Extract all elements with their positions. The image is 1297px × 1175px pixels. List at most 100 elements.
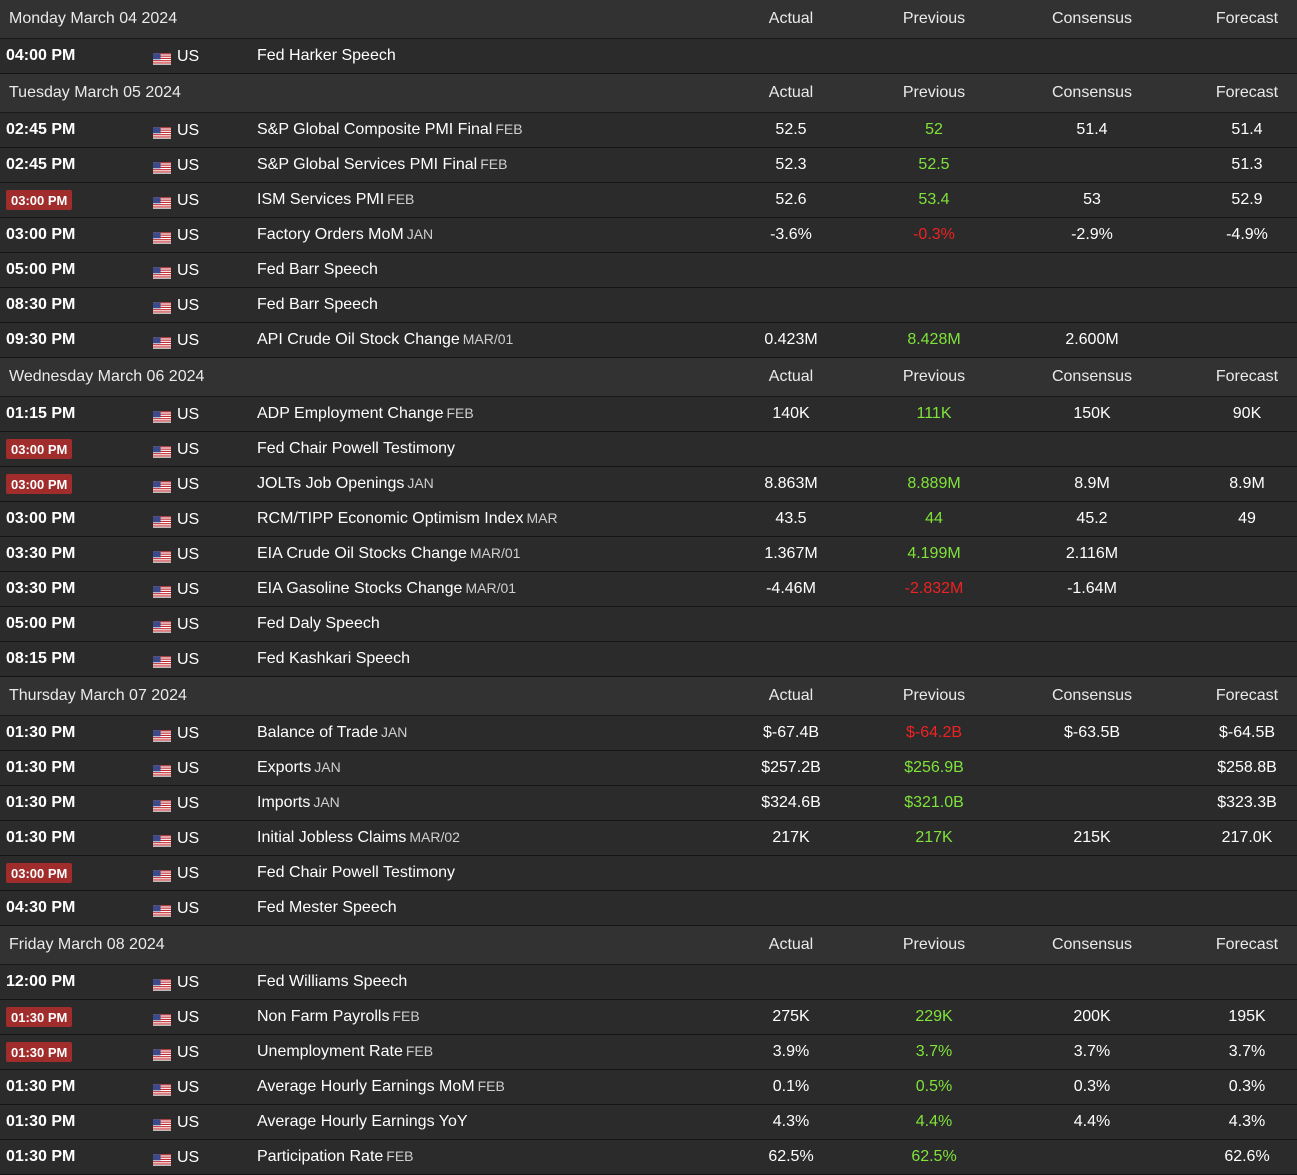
event-row[interactable]: 01:15 PM US ADP Employment Change FEB 140K 11… bbox=[0, 397, 1297, 432]
event-name[interactable]: RCM/TIPP Economic Optimism Index bbox=[257, 510, 524, 527]
event-row[interactable]: 12:00 PM US Fed Williams Speech bbox=[0, 965, 1297, 1000]
event-name[interactable]: Non Farm Payrolls bbox=[257, 1008, 390, 1025]
event-name[interactable]: Factory Orders MoM bbox=[257, 226, 404, 243]
event-name-link[interactable]: Fed Chair Powell Testimony bbox=[257, 440, 455, 458]
column-header-actual[interactable]: Actual bbox=[768, 84, 814, 101]
event-name[interactable]: Fed Daly Speech bbox=[257, 615, 380, 632]
event-name-link[interactable]: S&P Global Services PMI Final FEB bbox=[257, 156, 507, 174]
event-name-link[interactable]: Non Farm Payrolls FEB bbox=[257, 1008, 420, 1026]
event-row[interactable]: 03:30 PM US EIA Crude Oil Stocks Change MAR… bbox=[0, 537, 1297, 572]
event-name[interactable]: Fed Kashkari Speech bbox=[257, 650, 410, 667]
event-name-link[interactable]: JOLTs Job Openings JAN bbox=[257, 475, 434, 493]
event-row[interactable]: 04:00 PM US Fed Harker Speech bbox=[0, 39, 1297, 74]
event-name[interactable]: EIA Gasoline Stocks Change bbox=[257, 580, 463, 597]
event-name-link[interactable]: Balance of Trade JAN bbox=[257, 724, 407, 742]
event-row[interactable]: 01:30 PM US Participation Rate FEB 62.5% 62.5… bbox=[0, 1140, 1297, 1175]
column-header-actual[interactable]: Actual bbox=[768, 936, 814, 953]
event-name[interactable]: ADP Employment Change bbox=[257, 405, 444, 422]
column-header-actual[interactable]: Actual bbox=[768, 368, 814, 385]
column-header-previous[interactable]: Previous bbox=[902, 10, 966, 27]
column-header-previous[interactable]: Previous bbox=[902, 84, 966, 101]
event-name-link[interactable]: Factory Orders MoM JAN bbox=[257, 226, 433, 244]
event-row[interactable]: 04:30 PM US Fed Mester Speech bbox=[0, 891, 1297, 926]
event-row[interactable]: 03:00 PM US Fed Chair Powell Testimony bbox=[0, 432, 1297, 467]
event-row[interactable]: 08:30 PM US Fed Barr Speech bbox=[0, 288, 1297, 323]
event-name[interactable]: Fed Mester Speech bbox=[257, 899, 397, 916]
event-name-link[interactable]: Average Hourly Earnings MoM FEB bbox=[257, 1078, 505, 1096]
event-name-link[interactable]: Fed Daly Speech bbox=[257, 615, 380, 633]
event-row[interactable]: 09:30 PM US API Crude Oil Stock Change MAR/… bbox=[0, 323, 1297, 358]
column-header-previous[interactable]: Previous bbox=[902, 368, 966, 385]
event-row[interactable]: 03:00 PM US Fed Chair Powell Testimony bbox=[0, 856, 1297, 891]
column-header-consensus[interactable]: Consensus bbox=[1051, 84, 1133, 101]
event-row[interactable]: 01:30 PM US Imports JAN $324.6B $321.0B $323.3… bbox=[0, 786, 1297, 821]
event-name[interactable]: S&P Global Services PMI Final bbox=[257, 156, 478, 173]
column-header-forecast[interactable]: Forecast bbox=[1215, 84, 1279, 101]
event-row[interactable]: 01:30 PM US Average Hourly Earnings MoM FEB… bbox=[0, 1070, 1297, 1105]
event-name[interactable]: Imports bbox=[257, 794, 311, 811]
event-name-link[interactable]: Imports JAN bbox=[257, 794, 340, 812]
column-header-forecast[interactable]: Forecast bbox=[1215, 10, 1279, 27]
event-name[interactable]: Initial Jobless Claims bbox=[257, 829, 407, 846]
column-header-forecast[interactable]: Forecast bbox=[1215, 687, 1279, 704]
event-name[interactable]: EIA Crude Oil Stocks Change bbox=[257, 545, 467, 562]
column-header-previous[interactable]: Previous bbox=[902, 687, 966, 704]
event-name[interactable]: Fed Williams Speech bbox=[257, 973, 408, 990]
event-name-link[interactable]: Fed Kashkari Speech bbox=[257, 650, 410, 668]
column-header-consensus[interactable]: Consensus bbox=[1051, 368, 1133, 385]
event-name-link[interactable]: ISM Services PMI FEB bbox=[257, 191, 414, 209]
event-name-link[interactable]: Fed Williams Speech bbox=[257, 973, 407, 991]
column-header-forecast[interactable]: Forecast bbox=[1215, 368, 1279, 385]
event-name-link[interactable]: Participation Rate FEB bbox=[257, 1148, 414, 1166]
event-name-link[interactable]: API Crude Oil Stock Change MAR/01 bbox=[257, 331, 513, 349]
event-row[interactable]: 08:15 PM US Fed Kashkari Speech bbox=[0, 642, 1297, 677]
event-name[interactable]: Average Hourly Earnings YoY bbox=[257, 1113, 468, 1130]
event-row[interactable]: 03:00 PM US JOLTs Job Openings JAN 8.863M 8.8… bbox=[0, 467, 1297, 502]
event-row[interactable]: 05:00 PM US Fed Barr Speech bbox=[0, 253, 1297, 288]
event-row[interactable]: 01:30 PM US Balance of Trade JAN $-67.4B $-64… bbox=[0, 716, 1297, 751]
event-name-link[interactable]: RCM/TIPP Economic Optimism Index MAR bbox=[257, 510, 558, 528]
event-name-link[interactable]: Unemployment Rate FEB bbox=[257, 1043, 433, 1061]
event-name[interactable]: Balance of Trade bbox=[257, 724, 378, 741]
event-name-link[interactable]: Fed Mester Speech bbox=[257, 899, 397, 917]
event-row[interactable]: 03:30 PM US EIA Gasoline Stocks Change MAR/… bbox=[0, 572, 1297, 607]
column-header-consensus[interactable]: Consensus bbox=[1051, 10, 1133, 27]
event-name[interactable]: Fed Barr Speech bbox=[257, 296, 378, 313]
column-header-previous[interactable]: Previous bbox=[902, 936, 966, 953]
event-name[interactable]: Fed Harker Speech bbox=[257, 47, 396, 64]
event-name-link[interactable]: Average Hourly Earnings YoY bbox=[257, 1113, 468, 1131]
event-row[interactable]: 01:30 PM US Non Farm Payrolls FEB 275K 229K 20… bbox=[0, 1000, 1297, 1035]
event-row[interactable]: 02:45 PM US S&P Global Services PMI Final F… bbox=[0, 148, 1297, 183]
event-name[interactable]: Fed Chair Powell Testimony bbox=[257, 440, 456, 457]
event-name[interactable]: Fed Barr Speech bbox=[257, 261, 378, 278]
event-row[interactable]: 03:00 PM US Factory Orders MoM JAN -3.6% -0.3… bbox=[0, 218, 1297, 253]
event-name[interactable]: Unemployment Rate bbox=[257, 1043, 403, 1060]
event-name-link[interactable]: Fed Harker Speech bbox=[257, 47, 396, 65]
event-name[interactable]: Average Hourly Earnings MoM bbox=[257, 1078, 475, 1095]
column-header-actual[interactable]: Actual bbox=[768, 10, 814, 27]
event-name-link[interactable]: EIA Gasoline Stocks Change MAR/01 bbox=[257, 580, 516, 598]
event-row[interactable]: 01:30 PM US Exports JAN $257.2B $256.9B $258.8… bbox=[0, 751, 1297, 786]
event-row[interactable]: 01:30 PM US Average Hourly Earnings YoY 4.3… bbox=[0, 1105, 1297, 1140]
event-name[interactable]: S&P Global Composite PMI Final bbox=[257, 121, 493, 138]
event-row[interactable]: 03:00 PM US ISM Services PMI FEB 52.6 53.4 53 5… bbox=[0, 183, 1297, 218]
event-name-link[interactable]: Initial Jobless Claims MAR/02 bbox=[257, 829, 460, 847]
event-name-link[interactable]: Fed Barr Speech bbox=[257, 296, 378, 314]
event-name-link[interactable]: EIA Crude Oil Stocks Change MAR/01 bbox=[257, 545, 520, 563]
event-name[interactable]: JOLTs Job Openings bbox=[257, 475, 405, 492]
column-header-consensus[interactable]: Consensus bbox=[1051, 936, 1133, 953]
event-name-link[interactable]: S&P Global Composite PMI Final FEB bbox=[257, 121, 523, 139]
column-header-forecast[interactable]: Forecast bbox=[1215, 936, 1279, 953]
event-name-link[interactable]: ADP Employment Change FEB bbox=[257, 405, 474, 423]
event-name[interactable]: Fed Chair Powell Testimony bbox=[257, 864, 456, 881]
event-name[interactable]: API Crude Oil Stock Change bbox=[257, 331, 460, 348]
event-row[interactable]: 01:30 PM US Unemployment Rate FEB 3.9% 3.7% 3.… bbox=[0, 1035, 1297, 1070]
event-name-link[interactable]: Exports JAN bbox=[257, 759, 341, 777]
column-header-actual[interactable]: Actual bbox=[768, 687, 814, 704]
column-header-consensus[interactable]: Consensus bbox=[1051, 687, 1133, 704]
event-row[interactable]: 01:30 PM US Initial Jobless Claims MAR/02 21… bbox=[0, 821, 1297, 856]
event-row[interactable]: 02:45 PM US S&P Global Composite PMI Final… bbox=[0, 113, 1297, 148]
event-row[interactable]: 05:00 PM US Fed Daly Speech bbox=[0, 607, 1297, 642]
event-name[interactable]: Exports bbox=[257, 759, 312, 776]
event-name-link[interactable]: Fed Barr Speech bbox=[257, 261, 378, 279]
